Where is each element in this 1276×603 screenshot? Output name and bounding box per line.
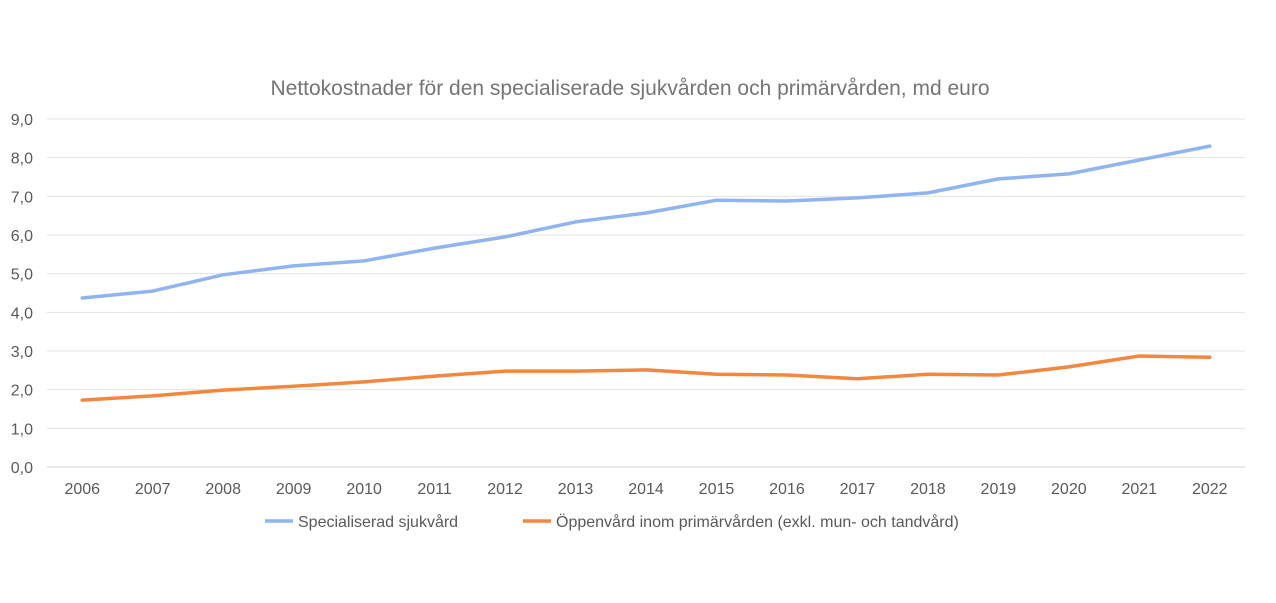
x-tick-label: 2019 xyxy=(981,481,1017,498)
y-tick-label: 7,0 xyxy=(11,189,33,206)
x-tick-label: 2022 xyxy=(1192,481,1228,498)
gridlines xyxy=(47,118,1245,468)
x-tick-label: 2016 xyxy=(769,481,805,498)
x-tick-label: 2009 xyxy=(276,481,312,498)
y-tick-label: 1,0 xyxy=(11,421,33,438)
y-tick-label: 8,0 xyxy=(11,151,33,168)
y-tick-label: 5,0 xyxy=(11,267,33,284)
legend-label: Öppenvård inom primärvården (exkl. mun- … xyxy=(556,513,959,531)
y-tick-label: 0,0 xyxy=(11,460,33,477)
chart-title: Nettokostnader för den specialiserade sj… xyxy=(270,77,989,100)
x-tick-label: 2021 xyxy=(1121,481,1157,498)
x-tick-label: 2010 xyxy=(346,481,382,498)
x-tick-label: 2014 xyxy=(628,481,664,498)
x-tick-label: 2017 xyxy=(840,481,876,498)
x-tick-label: 2012 xyxy=(487,481,523,498)
series-lines xyxy=(80,144,1212,402)
legend-item-2: Öppenvård inom primärvården (exkl. mun- … xyxy=(523,513,959,531)
legend: Specialiserad sjukvård Öppenvård inom pri… xyxy=(265,513,959,531)
x-tick-label: 2015 xyxy=(699,481,735,498)
x-axis: 2006 2007 2008 2009 2010 2011 2012 2013 2014 2015… xyxy=(64,481,1227,498)
x-tick-label: 2006 xyxy=(64,481,100,498)
x-tick-label: 2020 xyxy=(1051,481,1087,498)
series-line-2 xyxy=(80,354,1212,402)
x-tick-label: 2008 xyxy=(205,481,241,498)
y-tick-label: 6,0 xyxy=(11,228,33,245)
legend-label: Specialiserad sjukvård xyxy=(298,513,458,531)
y-axis: 0,0 1,0 2,0 3,0 4,0 5,0 6,0 7,0 8,0 9,0 xyxy=(11,112,33,477)
x-tick-label: 2018 xyxy=(910,481,946,498)
x-tick-label: 2013 xyxy=(558,481,594,498)
y-tick-label: 3,0 xyxy=(11,344,33,361)
legend-item-1: Specialiserad sjukvård xyxy=(265,513,458,531)
x-tick-label: 2011 xyxy=(417,481,452,498)
y-tick-label: 9,0 xyxy=(11,112,33,129)
x-tick-label: 2007 xyxy=(135,481,171,498)
y-tick-label: 2,0 xyxy=(11,383,33,400)
y-tick-label: 4,0 xyxy=(11,305,33,322)
series-line-1 xyxy=(80,144,1212,300)
